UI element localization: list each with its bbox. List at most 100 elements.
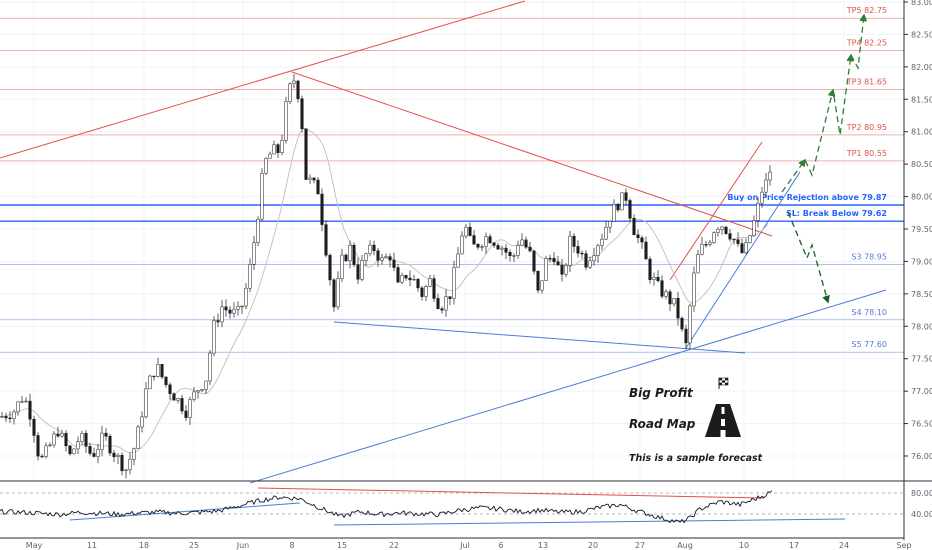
candle-body bbox=[740, 243, 744, 254]
candle-body bbox=[356, 264, 360, 280]
x-tick-label: May bbox=[26, 541, 43, 550]
blue-rising-support bbox=[685, 171, 801, 349]
x-tick-label: 10 bbox=[739, 541, 749, 550]
bullish-arrowhead bbox=[846, 53, 855, 62]
candle-body bbox=[728, 233, 732, 240]
candle-body bbox=[500, 247, 504, 250]
forecast-arrows bbox=[781, 13, 868, 304]
y-tick-label: 78.500 bbox=[911, 290, 932, 299]
candle-body bbox=[440, 308, 444, 311]
y-tick-label: 76.500 bbox=[911, 420, 932, 429]
candle-body bbox=[428, 278, 432, 287]
candle-body bbox=[304, 128, 308, 180]
candle-body bbox=[732, 238, 736, 241]
candle-body bbox=[308, 177, 312, 180]
candle-body bbox=[720, 226, 724, 230]
candle-body bbox=[132, 448, 136, 460]
candle-body bbox=[380, 257, 384, 261]
candle-body bbox=[636, 234, 640, 239]
candle-body bbox=[400, 275, 404, 283]
candle-body bbox=[208, 352, 212, 382]
level-lines: TP5 82.75 TP4 82.25 TP3 81.65 TP2 80.95 TP1 … bbox=[0, 6, 904, 353]
candle-body bbox=[516, 245, 520, 256]
candle-body bbox=[124, 469, 128, 472]
candle-body bbox=[396, 267, 400, 283]
candle-body bbox=[508, 252, 512, 256]
candle-body bbox=[424, 286, 428, 297]
rsi-red-trendline bbox=[257, 487, 765, 499]
candle-body bbox=[660, 280, 664, 297]
candle-body bbox=[560, 264, 564, 275]
candle-body bbox=[152, 375, 156, 378]
candle-body bbox=[628, 200, 632, 219]
candle-body bbox=[196, 390, 200, 393]
candle-body bbox=[752, 220, 756, 236]
candle-body bbox=[764, 179, 768, 193]
rsi-blue-trendline-left bbox=[69, 502, 301, 521]
candle-body bbox=[648, 258, 652, 280]
x-tick-label: 6 bbox=[498, 541, 503, 550]
candle-body bbox=[256, 218, 260, 244]
candle-body bbox=[640, 237, 644, 243]
candle-body bbox=[436, 298, 440, 309]
y-tick-label: 78.000 bbox=[911, 322, 932, 331]
candle-body bbox=[528, 246, 532, 252]
level-label: TP1 80.55 bbox=[846, 149, 887, 158]
level-label: TP2 80.95 bbox=[846, 123, 887, 132]
candle-body bbox=[716, 229, 720, 233]
rsi-line bbox=[0, 490, 773, 524]
bullish-arrowhead bbox=[798, 158, 806, 168]
upper-wedge-line bbox=[0, 0, 526, 159]
candle-body bbox=[40, 455, 44, 458]
candle-body bbox=[64, 432, 68, 447]
time-axis[interactable]: May 11 18 25 Jun 8 15 22 Jul 6 13 20 27 Aug 10 17 24 Sep bbox=[0, 537, 912, 550]
candle-body bbox=[332, 279, 336, 308]
candle-body bbox=[496, 245, 500, 250]
road-icon bbox=[705, 404, 741, 437]
candle-body bbox=[44, 445, 48, 458]
candle-body bbox=[404, 275, 408, 279]
candlesticks bbox=[0, 74, 772, 479]
level-label: S5 77.60 bbox=[851, 340, 887, 349]
rsi-pane: 80.00 40.00 bbox=[0, 480, 932, 526]
candle-body bbox=[344, 254, 348, 262]
candle-body bbox=[136, 426, 140, 449]
candle-body bbox=[576, 246, 580, 254]
level-label: TP5 82.75 bbox=[846, 6, 887, 15]
candle-body bbox=[144, 388, 148, 418]
candle-body bbox=[460, 235, 464, 255]
x-tick-label: 15 bbox=[337, 541, 347, 550]
candle-body bbox=[296, 80, 300, 99]
candle-body bbox=[244, 287, 248, 307]
candle-body bbox=[60, 432, 64, 437]
candle-body bbox=[288, 83, 292, 102]
rsi-blue-trendline-right bbox=[333, 518, 846, 526]
y-tick-label: 82.500 bbox=[911, 30, 932, 39]
x-tick-label: 24 bbox=[839, 541, 849, 550]
candle-body bbox=[72, 448, 76, 455]
candle-body bbox=[552, 257, 556, 263]
candle-body bbox=[408, 277, 412, 281]
candle-body bbox=[736, 239, 740, 244]
price-axis[interactable]: 83.000 82.500 82.000 81.500 81.000 80.500 80.0… bbox=[903, 0, 932, 540]
candle-body bbox=[596, 245, 600, 256]
y-tick-label: 81.000 bbox=[911, 128, 932, 137]
candle-body bbox=[128, 458, 132, 471]
candle-body bbox=[416, 279, 420, 289]
candle-body bbox=[608, 221, 612, 228]
candle-body bbox=[420, 287, 424, 297]
candle-body bbox=[68, 445, 72, 455]
candle-body bbox=[568, 235, 572, 266]
candle-body bbox=[156, 364, 160, 377]
candle-body bbox=[24, 400, 28, 403]
candle-body bbox=[556, 261, 560, 266]
candle-body bbox=[240, 305, 244, 308]
moving-average-line bbox=[0, 127, 769, 454]
candle-body bbox=[548, 257, 552, 260]
candle-body bbox=[492, 242, 496, 246]
candle-body bbox=[80, 433, 84, 442]
candle-body bbox=[300, 98, 304, 130]
x-tick-label: Jun bbox=[236, 541, 250, 550]
candle-body bbox=[604, 226, 608, 240]
